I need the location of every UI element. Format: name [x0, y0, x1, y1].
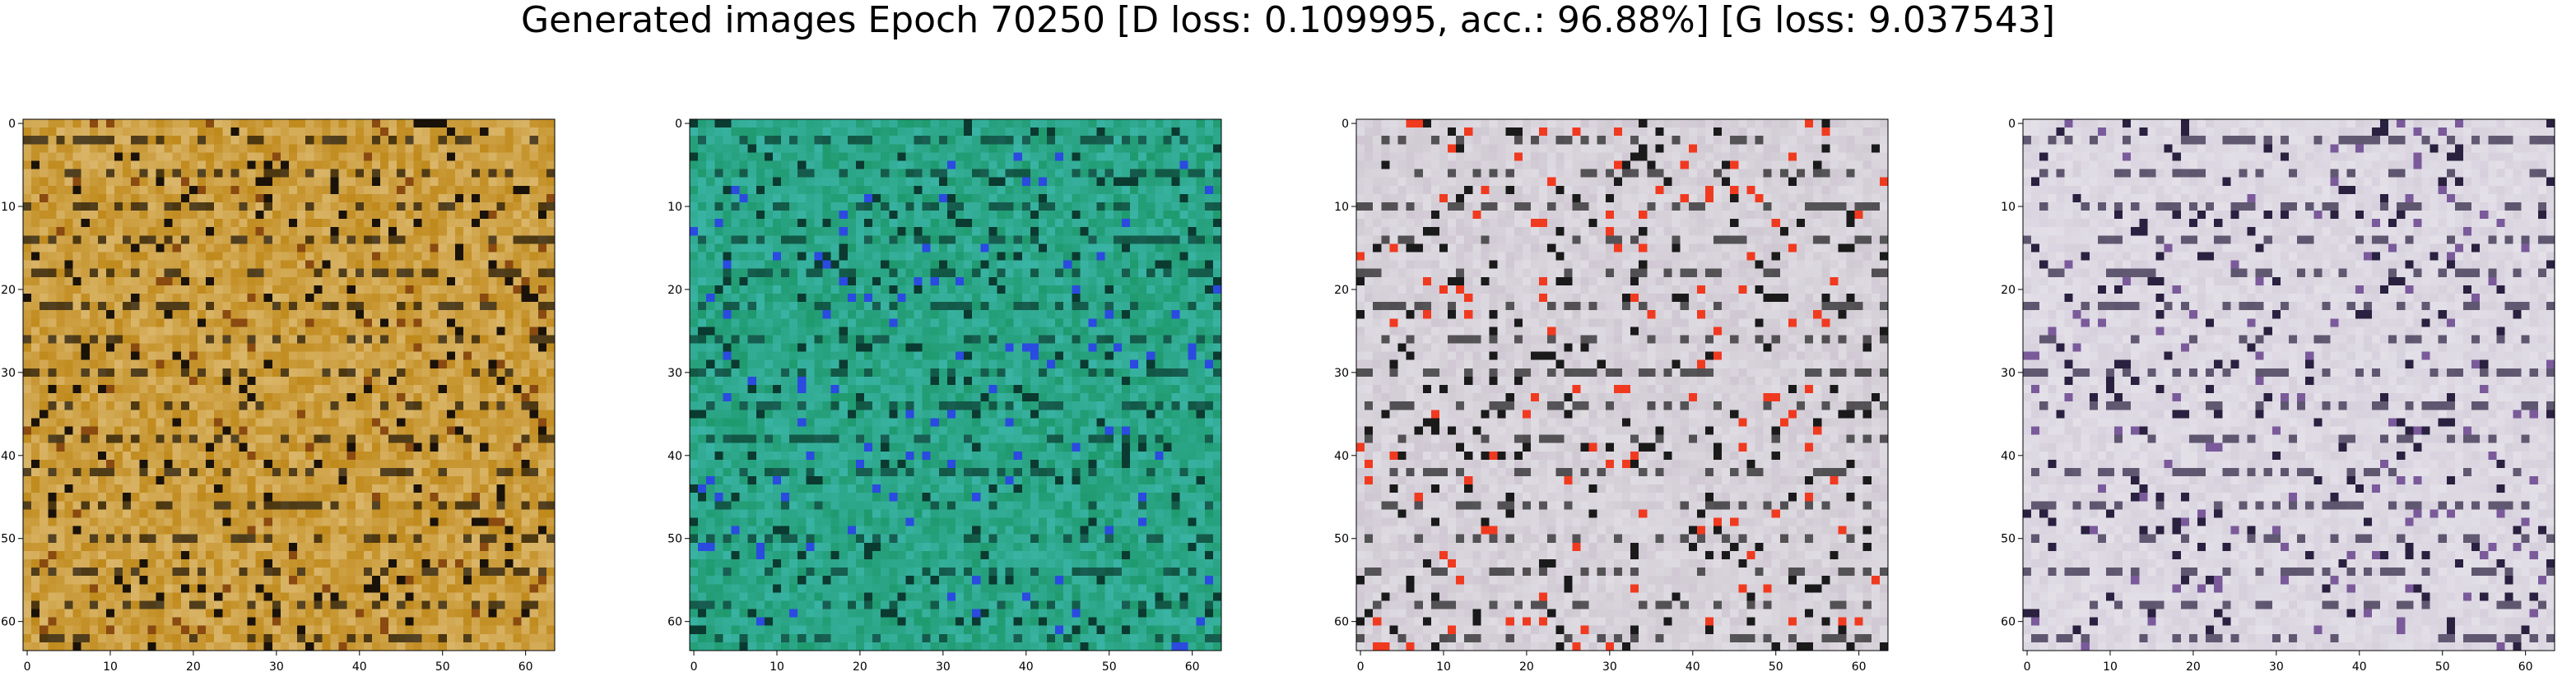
- y-tick-label: 40: [1, 450, 16, 463]
- y-tick-label: 30: [1334, 367, 1349, 380]
- x-tick-label: 10: [770, 660, 784, 674]
- image-axes-2: 0 10 20 30 40 50 60 0 10 20 30 40 50 60: [667, 118, 1222, 674]
- x-tick-label: 30: [936, 660, 951, 674]
- x-tick-label: 60: [518, 660, 533, 674]
- image-axes-3: 0 10 20 30 40 50 60 0 10 20 30 40 50 60: [1334, 118, 1889, 674]
- y-tick-label: 60: [2001, 616, 2016, 629]
- x-tick-label: 30: [1602, 660, 1617, 674]
- x-tick-label: 10: [103, 660, 118, 674]
- y-tick-label: 50: [667, 533, 682, 546]
- x-tick-label: 20: [853, 660, 867, 674]
- x-tick-label: 0: [2024, 660, 2031, 674]
- y-tick-label: 20: [1334, 284, 1349, 297]
- y-tick-label: 10: [667, 201, 682, 214]
- axes-frame: [689, 118, 1222, 651]
- image-panel-4: 0 10 20 30 40 50 60 0 10 20 30 40 50 60: [2000, 118, 2560, 679]
- y-tick-label: 0: [1341, 118, 1349, 131]
- x-tick-label: 20: [186, 660, 201, 674]
- x-tick-label: 40: [352, 660, 367, 674]
- x-tick-label: 0: [690, 660, 698, 674]
- y-tick-label: 20: [2001, 284, 2016, 297]
- x-tick-label: 40: [2352, 660, 2367, 674]
- y-tick-label: 40: [1334, 450, 1349, 463]
- y-tick-label: 40: [667, 450, 682, 463]
- y-tick-label: 10: [1334, 201, 1349, 214]
- x-tick-label: 50: [435, 660, 450, 674]
- y-tick-label: 60: [667, 616, 682, 629]
- x-tick-label: 40: [1019, 660, 1034, 674]
- y-tick-label: 10: [2001, 201, 2016, 214]
- y-tick-label: 10: [1, 201, 16, 214]
- axes-frame: [1355, 118, 1889, 651]
- x-tick-label: 50: [1769, 660, 1783, 674]
- figure-title: Generated images Epoch 70250 [D loss: 0.…: [520, 0, 2056, 41]
- y-tick-label: 30: [1, 367, 16, 380]
- image-panel-2: 0 10 20 30 40 50 60 0 10 20 30 40 50 60: [667, 118, 1226, 679]
- y-tick-label: 60: [1, 616, 16, 629]
- axes-frame: [22, 118, 556, 651]
- x-tick-label: 50: [1102, 660, 1117, 674]
- x-tick-label: 50: [2435, 660, 2450, 674]
- x-tick-label: 30: [269, 660, 284, 674]
- y-tick-label: 0: [2008, 118, 2016, 131]
- x-tick-label: 10: [2103, 660, 2118, 674]
- image-axes-1: 0 10 20 30 40 50 60 0 10 20 30 40 50 60: [1, 118, 556, 674]
- x-tick-label: 0: [24, 660, 31, 674]
- y-tick-label: 30: [667, 367, 682, 380]
- generated-image-4: [2023, 119, 2555, 651]
- x-tick-label: 40: [1686, 660, 1700, 674]
- x-tick-label: 0: [1357, 660, 1365, 674]
- y-tick-label: 0: [8, 118, 16, 131]
- y-tick-label: 20: [1, 284, 16, 297]
- image-panel-1: 0 10 20 30 40 50 60 0 10 20 30 40 50 60: [0, 118, 560, 679]
- y-tick-label: 50: [1, 533, 16, 546]
- y-tick-label: 30: [2001, 367, 2016, 380]
- x-tick-label: 60: [1852, 660, 1867, 674]
- y-tick-label: 50: [2001, 533, 2016, 546]
- y-tick-label: 50: [1334, 533, 1349, 546]
- image-axes-4: 0 10 20 30 40 50 60 0 10 20 30 40 50 60: [2001, 118, 2555, 674]
- axes-frame: [2022, 118, 2555, 651]
- y-tick-label: 0: [675, 118, 682, 131]
- generated-image-3: [1356, 119, 1888, 651]
- y-tick-label: 60: [1334, 616, 1349, 629]
- x-tick-label: 60: [2518, 660, 2533, 674]
- x-tick-label: 20: [2186, 660, 2201, 674]
- y-tick-label: 40: [2001, 450, 2016, 463]
- x-tick-label: 30: [2269, 660, 2284, 674]
- image-panel-3: 0 10 20 30 40 50 60 0 10 20 30 40 50 60: [1333, 118, 1893, 679]
- generated-image-2: [690, 119, 1221, 651]
- x-tick-label: 60: [1185, 660, 1200, 674]
- x-tick-label: 10: [1436, 660, 1451, 674]
- y-tick-label: 20: [667, 284, 682, 297]
- generated-image-1: [23, 119, 555, 651]
- x-tick-label: 20: [1519, 660, 1534, 674]
